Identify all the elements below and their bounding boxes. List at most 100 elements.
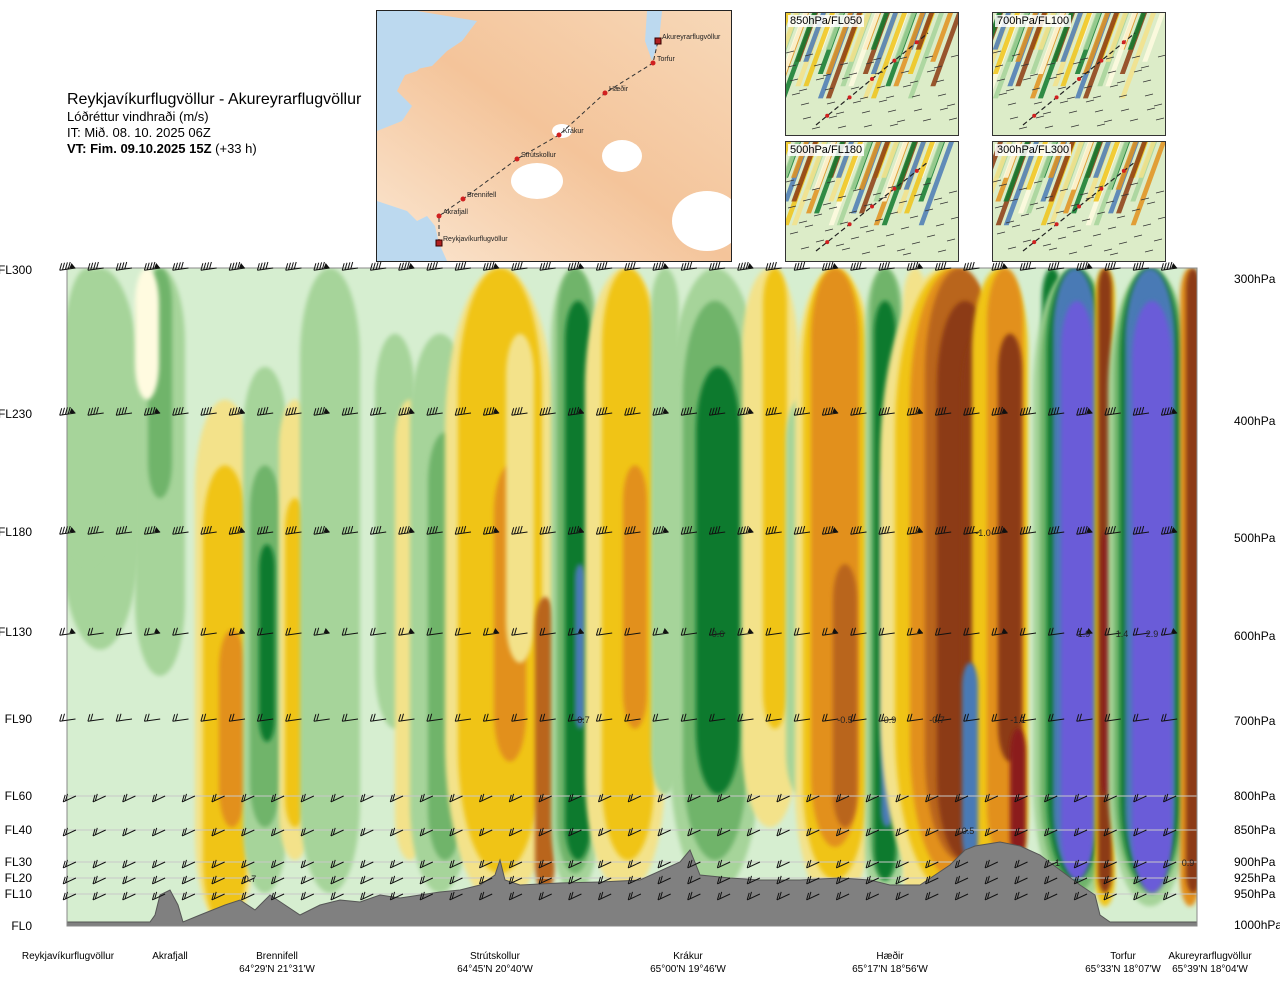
wind-barb (865, 891, 880, 901)
panel-barb (1092, 233, 1102, 237)
location-name: Akrafjall (152, 951, 188, 962)
velocity-band (1132, 300, 1172, 894)
location-coord: 65°00'N 19°46'W (650, 964, 726, 975)
wind-barb (865, 793, 880, 803)
map-station-label: Strútskollur (521, 152, 557, 159)
panel-barb (1046, 221, 1056, 225)
panel-barb (1120, 108, 1130, 112)
wind-barb (627, 793, 642, 803)
wind-barb (454, 627, 472, 636)
value-annotation: -0.7 (929, 715, 945, 725)
glacier-2 (602, 140, 642, 172)
velocity-band (259, 544, 275, 742)
panel-500: 500hPa/FL180 (785, 141, 959, 262)
wind-barb (624, 406, 641, 416)
wind-barb (1103, 875, 1117, 885)
panel-barb (1072, 61, 1082, 65)
land (377, 11, 731, 261)
panel-barb (841, 247, 851, 251)
fl-label: FL60 (5, 789, 33, 803)
velocity-band (1061, 300, 1093, 880)
panel-barb (822, 202, 832, 206)
wind-barb (765, 713, 782, 722)
wind-barb (449, 875, 463, 885)
wind-barb (62, 827, 77, 837)
panel-barb (996, 231, 1006, 235)
panel-barb (1157, 54, 1165, 58)
wind-barb (369, 525, 387, 535)
wind-barb (925, 793, 939, 803)
panel-barb (850, 86, 860, 90)
wind-barb (835, 827, 850, 837)
panel-streak (825, 13, 862, 99)
wind-barb (793, 406, 811, 416)
panel-streak (858, 142, 881, 190)
wind-barb (1014, 827, 1028, 837)
wind-barb (595, 406, 613, 416)
panel-barb (859, 96, 869, 100)
panel-barb (1059, 188, 1069, 192)
panel-barb (813, 213, 823, 217)
wind-barb (624, 261, 641, 271)
panel-barb (935, 79, 945, 83)
panel-barb (1044, 125, 1054, 129)
wind-barb (1163, 891, 1177, 901)
panel-barb (924, 208, 934, 212)
value-annotation: -1 (1052, 858, 1060, 868)
wind-barb (850, 261, 867, 271)
wind-barb (59, 713, 76, 722)
panel-streak (915, 13, 934, 50)
wind-barb (1014, 859, 1028, 869)
panel-barb (950, 54, 958, 58)
wind-barb (934, 627, 952, 636)
panel-barb (950, 216, 958, 220)
panel-barb (1133, 69, 1143, 73)
wind-barb (389, 891, 404, 901)
panel-barb (898, 56, 908, 60)
panel-300-label: 300hPa/FL300 (995, 144, 1072, 156)
value-annotation: 0.9 (884, 715, 897, 725)
panel-streak (786, 13, 817, 99)
panel-streak (1003, 142, 1039, 226)
panel-barb (1120, 193, 1130, 197)
panel-streak (1070, 142, 1093, 190)
wind-barb (765, 627, 782, 636)
wind-barb (737, 406, 754, 416)
wind-barb (821, 525, 839, 535)
panel-barb (1055, 210, 1065, 214)
panel-barb (811, 126, 821, 130)
wind-barb (567, 627, 585, 636)
wind-barb (1076, 525, 1093, 535)
panel-barb (828, 206, 838, 210)
panel-station (1077, 204, 1081, 209)
wind-barb (122, 793, 136, 803)
value-annotation: -0.7 (574, 715, 590, 725)
wind-barb (426, 261, 443, 271)
panel-barb (1007, 246, 1017, 250)
wind-barb (776, 793, 790, 803)
fl-label: FL10 (5, 887, 33, 901)
panel-barb (1096, 123, 1106, 127)
chart-subtitle: Lóðréttur vindhraði (m/s) (67, 109, 209, 124)
wind-barb (1073, 859, 1088, 869)
fl-label: FL20 (5, 871, 33, 885)
wind-barb (482, 627, 500, 636)
panel-barb (859, 225, 869, 229)
wind-barb (330, 891, 344, 901)
panel-station (870, 204, 874, 209)
panel-barb (852, 188, 862, 192)
wind-barb (1019, 261, 1037, 271)
panel-streak (848, 13, 880, 87)
panel-barb (874, 218, 884, 222)
wind-barb (200, 261, 217, 271)
wind-barb (687, 793, 701, 803)
wind-barb (211, 793, 225, 803)
wind-barb (991, 713, 1008, 722)
panel-barb (798, 88, 808, 92)
location-coord: 64°45'N 20°40'W (457, 964, 533, 975)
location-coord: 64°29'N 21°31'W (239, 964, 315, 975)
panel-barb (922, 182, 932, 186)
panel-barb (828, 115, 838, 119)
panel-barb (787, 64, 797, 68)
wind-barb (341, 406, 359, 416)
